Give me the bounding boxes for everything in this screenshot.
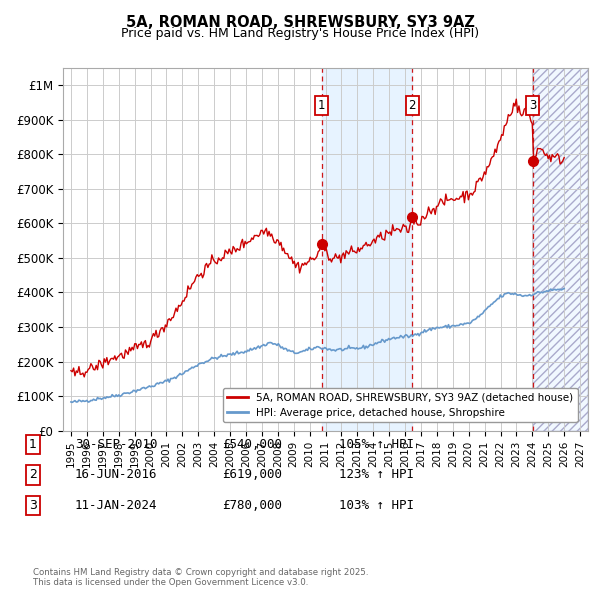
Text: £619,000: £619,000 (222, 468, 282, 481)
Bar (533, 68, 588, 431)
Bar (533, 68, 588, 431)
Text: Contains HM Land Registry data © Crown copyright and database right 2025.
This d: Contains HM Land Registry data © Crown c… (33, 568, 368, 587)
Text: 3: 3 (529, 100, 536, 113)
Text: Price paid vs. HM Land Registry's House Price Index (HPI): Price paid vs. HM Land Registry's House … (121, 27, 479, 40)
Text: 30-SEP-2010: 30-SEP-2010 (75, 438, 157, 451)
Text: 1: 1 (29, 438, 37, 451)
Text: 16-JUN-2016: 16-JUN-2016 (75, 468, 157, 481)
Bar (322, 68, 412, 431)
Text: 105% ↑ HPI: 105% ↑ HPI (339, 438, 414, 451)
Text: 3: 3 (29, 499, 37, 512)
Text: 11-JAN-2024: 11-JAN-2024 (75, 499, 157, 512)
Text: £780,000: £780,000 (222, 499, 282, 512)
Text: 123% ↑ HPI: 123% ↑ HPI (339, 468, 414, 481)
Text: 103% ↑ HPI: 103% ↑ HPI (339, 499, 414, 512)
Text: 2: 2 (29, 468, 37, 481)
Legend: 5A, ROMAN ROAD, SHREWSBURY, SY3 9AZ (detached house), HPI: Average price, detach: 5A, ROMAN ROAD, SHREWSBURY, SY3 9AZ (det… (223, 388, 578, 422)
Text: 5A, ROMAN ROAD, SHREWSBURY, SY3 9AZ: 5A, ROMAN ROAD, SHREWSBURY, SY3 9AZ (125, 15, 475, 30)
Text: 2: 2 (409, 100, 416, 113)
Text: 1: 1 (318, 100, 325, 113)
Text: £540,000: £540,000 (222, 438, 282, 451)
